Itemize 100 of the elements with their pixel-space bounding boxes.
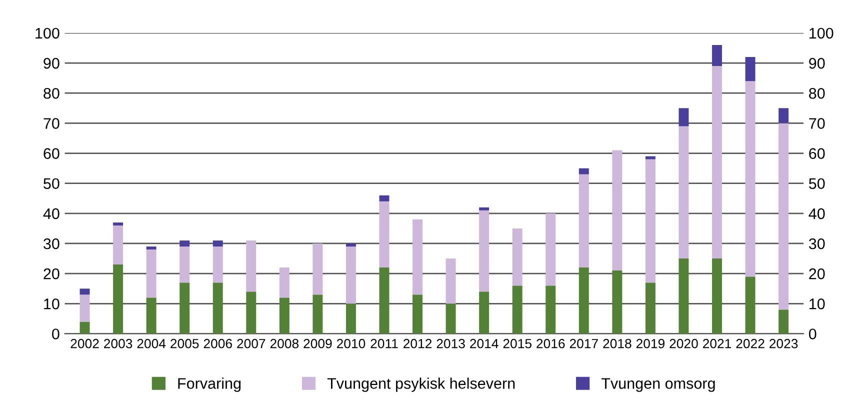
- x-tick-label: 2002: [70, 338, 99, 348]
- bar: [578, 268, 589, 334]
- bar: [113, 222, 124, 226]
- x-tick-label: 2007: [237, 338, 266, 348]
- bar: [212, 246, 223, 283]
- bar: [712, 66, 722, 259]
- y-tick-label: 30: [44, 238, 60, 250]
- x-tick-label: 2015: [503, 338, 532, 348]
- bar: [612, 150, 622, 271]
- bar: [678, 108, 689, 126]
- bar: [412, 294, 423, 334]
- bar: [379, 195, 390, 202]
- bar: [180, 246, 190, 283]
- y-tick-label: 90: [44, 58, 60, 69]
- y-tick-label: 60: [44, 148, 60, 159]
- bar: [578, 168, 589, 174]
- bar: [479, 207, 490, 210]
- bar: [512, 286, 522, 334]
- y2-tick-label: 100: [810, 28, 834, 39]
- x-tick-label: 2023: [770, 338, 798, 348]
- bar: [778, 123, 789, 310]
- x-tick-label: 2013: [436, 338, 465, 348]
- bar: [778, 108, 789, 124]
- bar: [113, 264, 124, 334]
- bar: [645, 156, 656, 160]
- bar: [246, 240, 256, 292]
- bar: [146, 250, 156, 298]
- bar: [412, 219, 423, 295]
- bar: [712, 44, 722, 66]
- x-tick-label: 2016: [536, 338, 565, 348]
- x-tick-label: 2008: [270, 338, 299, 348]
- bar: [346, 246, 356, 304]
- bar: [678, 258, 689, 334]
- x-tick-label: 2020: [670, 338, 698, 348]
- bar: [379, 201, 390, 268]
- y2-tick-label: 80: [809, 88, 825, 99]
- bar: [778, 310, 789, 334]
- y2-tick-label: 60: [809, 148, 825, 159]
- x-tick-label: 2010: [336, 338, 366, 348]
- bar: [80, 288, 90, 295]
- x-tick-label: 2011: [370, 338, 398, 348]
- bar: [146, 246, 156, 250]
- y-tick-label: 80: [44, 88, 60, 99]
- bar: [279, 298, 290, 334]
- y-tick-label: 20: [44, 268, 60, 280]
- x-tick-label: 2022: [736, 338, 764, 348]
- x-tick-label: 2006: [204, 338, 232, 348]
- y2-tick-label: 10: [810, 298, 825, 310]
- x-tick-label: 2005: [170, 338, 199, 348]
- bar: [745, 81, 756, 277]
- bar: [180, 282, 190, 334]
- bar: [346, 243, 356, 246]
- y-tick-label: 40: [43, 208, 60, 220]
- y-tick-label: 10: [44, 298, 60, 310]
- y2-tick-label: 20: [809, 268, 825, 280]
- x-tick-label: 2019: [636, 338, 665, 348]
- y2-tick-label: 40: [808, 208, 825, 220]
- x-tick-label: 2003: [104, 338, 132, 348]
- bar: [80, 294, 90, 322]
- bar: [512, 228, 522, 286]
- bar: [546, 286, 556, 334]
- y2-tick-label: 0: [808, 328, 816, 340]
- bar: [479, 210, 490, 292]
- bar: [645, 159, 656, 283]
- bar: [80, 322, 90, 334]
- y2-tick-label: 30: [808, 238, 825, 250]
- bar: [180, 240, 190, 246]
- y2-tick-label: 50: [808, 178, 825, 190]
- bar: [712, 258, 722, 334]
- y-tick-label: 0: [52, 328, 60, 340]
- x-tick-label: 2012: [404, 338, 432, 348]
- x-tick-label: 2004: [137, 338, 166, 348]
- legend-label: Tvungent psykisk helsevern: [327, 378, 515, 392]
- bar: [612, 270, 622, 334]
- bar: [246, 292, 256, 334]
- x-tick-label: 2017: [570, 338, 598, 348]
- bar: [212, 282, 223, 334]
- bar: [578, 174, 589, 268]
- bar: [212, 240, 223, 246]
- x-tick-label: 2021: [702, 338, 732, 348]
- y2-tick-label: 90: [809, 58, 825, 69]
- bar: [146, 298, 156, 334]
- bar: [446, 258, 456, 304]
- bar: [546, 213, 556, 286]
- legend-label: Forvaring: [178, 378, 241, 392]
- bar: [645, 282, 656, 334]
- legend-label: Tvungen omsorg: [601, 378, 715, 392]
- x-tick-label: 2018: [603, 338, 632, 348]
- bar: [479, 292, 490, 334]
- bar: [346, 304, 356, 334]
- bar: [745, 57, 756, 82]
- y2-tick-label: 70: [809, 118, 825, 129]
- bar: [678, 126, 689, 259]
- y-tick-label: 50: [44, 178, 60, 190]
- bar: [113, 225, 124, 265]
- y-tick-label: 70: [44, 118, 60, 129]
- bar: [312, 294, 323, 334]
- x-tick-label: 2014: [470, 338, 498, 348]
- bar: [279, 268, 290, 298]
- bar: [446, 304, 456, 334]
